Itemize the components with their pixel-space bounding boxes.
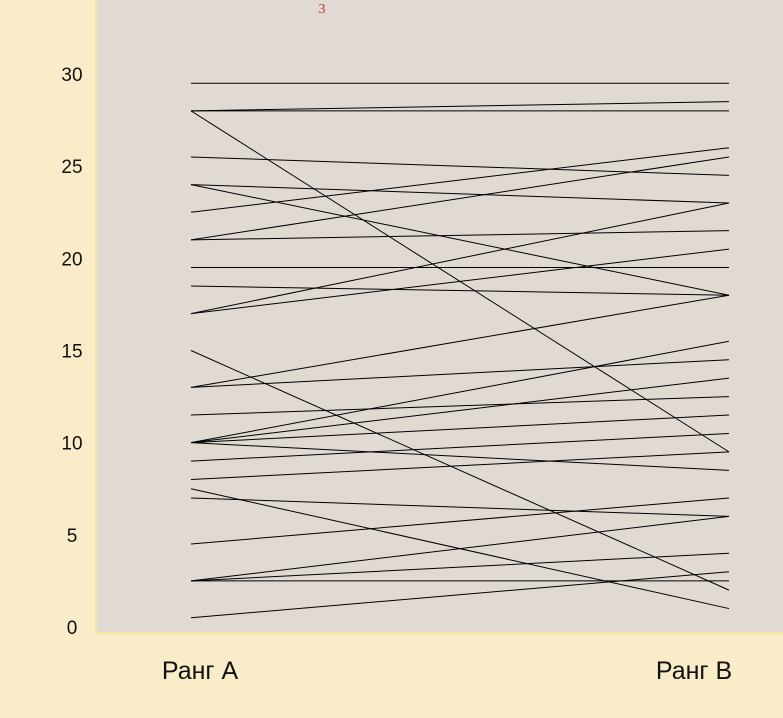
series-line-31: [190, 571, 730, 619]
y-tick-label: 5: [67, 526, 78, 547]
series-line-9: [190, 156, 730, 241]
series-line-22: [190, 442, 730, 471]
series-line-29: [190, 552, 730, 582]
series-line-21: [190, 414, 730, 444]
series-line-12: [190, 285, 730, 296]
series-line-10: [190, 230, 730, 241]
series-line-24: [190, 451, 730, 481]
series-line-23: [190, 432, 730, 462]
series-line-20: [190, 377, 730, 444]
series-line-8: [190, 147, 730, 213]
plot-background: [96, 0, 783, 633]
series-line-5: [190, 156, 730, 176]
y-tick-labels: 0 5 10 15 20 25 30: [61, 65, 82, 639]
y-tick-label: 25: [61, 157, 82, 178]
series-line-16: [190, 294, 730, 388]
y-tick-label: 10: [61, 434, 82, 455]
y-tick-label: 30: [61, 65, 82, 86]
series-line-7: [190, 184, 730, 296]
series-line-19: [190, 340, 730, 444]
series-line-28: [190, 515, 730, 582]
series-line-18: [190, 396, 730, 416]
y-tick-label: 20: [61, 249, 82, 270]
series-line-2: [190, 101, 730, 112]
series-line-13: [190, 202, 730, 315]
y-tick-label: 15: [61, 342, 82, 363]
series-line-6: [190, 184, 730, 204]
x-tick-labels: Ранг А Ранг В: [162, 657, 732, 685]
series-line-17: [190, 359, 730, 388]
series-line-15: [190, 350, 730, 591]
x-category-label: Ранг А: [162, 657, 239, 685]
series-lines: [190, 82, 730, 619]
top-mark: 3: [319, 2, 326, 17]
series-line-26: [190, 497, 730, 517]
series-line-14: [190, 248, 730, 315]
x-category-label: Ранг В: [656, 657, 732, 685]
y-tick-label: 0: [67, 618, 78, 639]
series-line-27: [190, 497, 730, 545]
